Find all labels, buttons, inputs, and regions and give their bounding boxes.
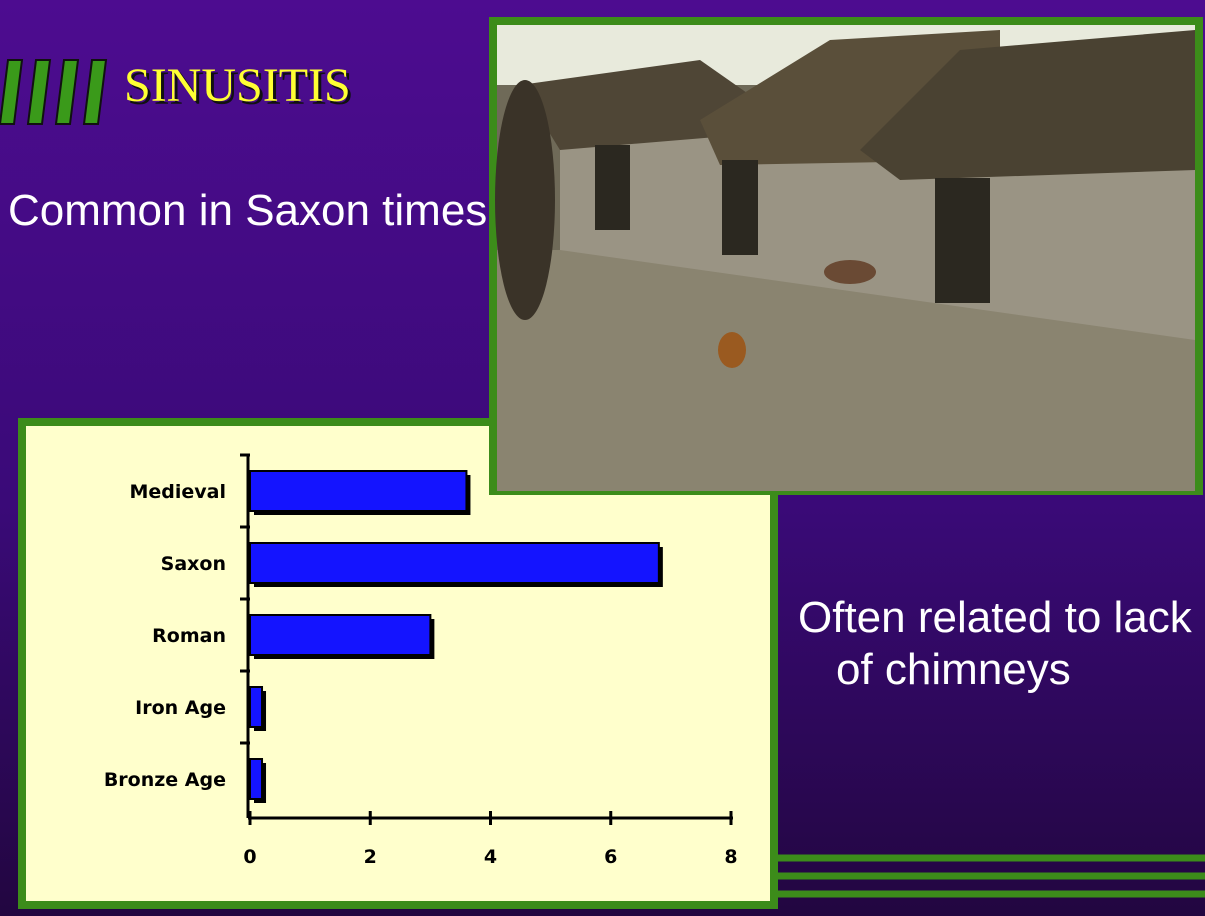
title-stripes bbox=[0, 60, 106, 124]
y-tick-label: Iron Age bbox=[135, 697, 226, 719]
x-tick-label: 4 bbox=[484, 846, 497, 868]
slide: 0 2 4 6 8 Medieval Saxon Roman Iron Age Bronze Ag… bbox=[0, 0, 1205, 916]
bottom-stripes bbox=[770, 858, 1205, 894]
bar bbox=[250, 759, 262, 799]
bar bbox=[250, 687, 262, 727]
canvas: 0 2 4 6 8 Medieval Saxon Roman Iron Age Bronze Ag… bbox=[0, 0, 1205, 916]
bullet: Often related to lack of chimneys bbox=[798, 592, 1205, 696]
bar bbox=[250, 471, 466, 511]
x-tick-label: 6 bbox=[604, 846, 617, 868]
bullet: Common in Saxon times bbox=[8, 185, 516, 237]
slide-title: SINUSITIS bbox=[124, 58, 351, 113]
bar bbox=[250, 543, 659, 583]
y-tick-label: Saxon bbox=[161, 553, 226, 575]
photo bbox=[489, 17, 1203, 495]
y-tick-label: Roman bbox=[152, 625, 226, 647]
bar bbox=[250, 615, 430, 655]
y-tick-label: Medieval bbox=[129, 481, 226, 503]
x-tick-label: 0 bbox=[243, 846, 256, 868]
y-tick-label: Bronze Age bbox=[104, 769, 226, 791]
x-tick-label: 8 bbox=[724, 846, 737, 868]
x-tick-label: 2 bbox=[364, 846, 377, 868]
